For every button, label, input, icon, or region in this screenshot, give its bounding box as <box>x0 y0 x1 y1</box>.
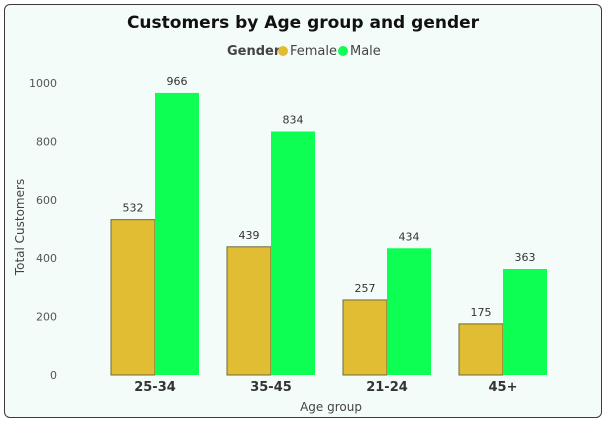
x-tick-label: 25-34 <box>134 380 176 395</box>
bar-male-45+[interactable] <box>503 269 547 375</box>
legend-female-label: Female <box>290 44 337 59</box>
x-tick-label: 45+ <box>489 380 518 395</box>
bar-male-21-24[interactable] <box>387 248 431 375</box>
data-label: 439 <box>239 229 260 242</box>
data-label: 834 <box>283 113 304 126</box>
legend-male-swatch <box>338 46 348 56</box>
data-label: 966 <box>167 75 188 88</box>
y-tick-label: 600 <box>36 194 57 207</box>
legend: Gender Female Male <box>227 44 381 59</box>
bar-chart: Gender Female Male Age group Total Custo… <box>13 44 547 414</box>
data-label: 363 <box>515 251 536 264</box>
data-label: 257 <box>355 282 376 295</box>
data-label: 532 <box>123 202 144 215</box>
chart-title: Customers by Age group and gender <box>126 13 480 33</box>
bar-male-25-34[interactable] <box>155 92 199 375</box>
y-axis-label: Total Customers <box>13 179 27 276</box>
bar-male-35-45[interactable] <box>271 131 315 375</box>
y-tick-label: 200 <box>36 311 57 324</box>
bar-female-21-24[interactable] <box>342 299 388 376</box>
bar-female-25-34[interactable] <box>110 219 156 376</box>
data-label: 175 <box>471 306 492 319</box>
x-tick-label: 35-45 <box>250 380 292 395</box>
bar-female-35-45[interactable] <box>226 246 272 376</box>
chart-card: Customers by Age group and gender Gender… <box>4 4 602 418</box>
bar-female-45+[interactable] <box>458 323 504 376</box>
data-label: 434 <box>399 230 420 243</box>
x-tick-label: 21-24 <box>366 380 408 395</box>
y-tick-label: 1000 <box>29 77 57 90</box>
y-tick-label: 0 <box>50 369 57 382</box>
y-axis-ticks: 0 200 400 600 800 1000 <box>29 77 57 382</box>
bars: 532 966 439 834 257 434 175 363 <box>110 75 547 376</box>
y-tick-label: 400 <box>36 252 57 265</box>
x-axis-ticks: 25-34 35-45 21-24 45+ <box>134 380 517 395</box>
legend-female-swatch <box>278 46 288 56</box>
legend-title: Gender <box>227 44 281 59</box>
legend-male-label: Male <box>350 44 381 59</box>
y-tick-label: 800 <box>36 135 57 148</box>
x-axis-label: Age group <box>300 400 362 414</box>
